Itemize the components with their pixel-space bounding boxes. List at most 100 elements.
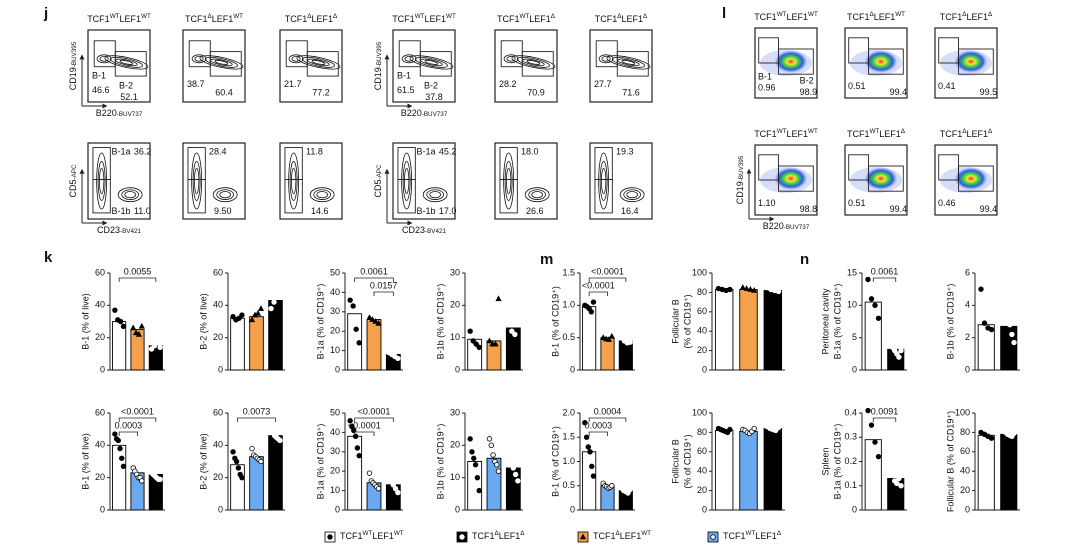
y-axis-label: (% of CD19⁺): [682, 434, 692, 488]
comparison-bracket: [872, 417, 897, 422]
bar: [1000, 433, 1018, 511]
contour: [601, 55, 611, 62]
gate-value: 28.4: [209, 146, 227, 156]
y-axis-label: CD5-APC: [373, 164, 383, 198]
bar: [600, 337, 615, 371]
data-point: [582, 420, 588, 426]
density: [954, 167, 987, 190]
y-tick-label: 20: [697, 485, 707, 495]
contour: [290, 167, 297, 194]
bar: [739, 289, 758, 371]
gate-value: 0.96: [758, 83, 776, 93]
data-point: [865, 276, 871, 283]
y-axis-label: B-2 (% of live): [198, 293, 208, 350]
text-part: TCF1: [940, 12, 963, 22]
density: [774, 50, 807, 73]
contour: [313, 189, 331, 200]
p-value: 0.0003: [585, 420, 613, 430]
gate-value: 21.7: [284, 79, 302, 89]
gate-value: 98.9: [800, 87, 818, 97]
data-point: [258, 458, 264, 465]
x-axis-label: B220-BUV737: [763, 221, 810, 231]
y-tick-label: 0: [702, 364, 707, 374]
plot-header: TCF1WTLEF1WT: [392, 13, 456, 24]
text-part: TCF1: [472, 531, 495, 541]
text-part: WT: [641, 530, 651, 537]
text-part: Δ: [520, 530, 525, 537]
contour: [503, 54, 519, 64]
data-point: [138, 322, 145, 329]
text-part: B220: [96, 108, 117, 118]
text-part: TCF1: [847, 12, 870, 22]
gate: [616, 51, 649, 77]
plot-header: TCF1WTLEF1Δ: [847, 128, 906, 139]
text-part: LEF1: [966, 129, 988, 139]
y-axis-label: B-1a (% of CD19⁺): [315, 424, 325, 500]
data-point: [775, 424, 782, 431]
gate-value: B-2: [119, 81, 133, 91]
gate-value: 60.4: [215, 88, 233, 98]
text-part: Δ: [333, 13, 338, 20]
contour: [99, 55, 109, 62]
comparison-bracket: [118, 417, 157, 422]
contour: [194, 55, 204, 62]
data-point: [356, 340, 362, 346]
gate-value: B-1: [92, 70, 106, 80]
y-tick-label: 0: [965, 364, 970, 374]
y-axis-label: Spleen: [820, 447, 830, 475]
y-tick-label: 60: [213, 267, 223, 277]
data-point: [868, 422, 875, 428]
data-point: [587, 449, 593, 455]
text-part: -BUV737: [784, 224, 810, 231]
plot-header: TCF1ΔLEF1Δ: [285, 13, 338, 24]
text-part: -BUV395: [738, 155, 745, 181]
text-part: WT: [110, 13, 120, 20]
data-point: [112, 307, 118, 313]
y-tick-label: 0: [852, 364, 857, 374]
gate-value: 17.0: [439, 206, 457, 216]
text-part: WT: [746, 530, 756, 537]
contour: [422, 187, 448, 203]
p-value: 0.0003: [115, 420, 143, 430]
data-point: [268, 305, 274, 312]
data-point: [508, 455, 514, 461]
y-tick-label: 0: [455, 504, 460, 514]
y-tick-label: 10: [847, 300, 857, 310]
text-part: TCF1: [87, 14, 110, 24]
bar: [467, 461, 483, 511]
gate-value: 52.1: [120, 92, 138, 102]
legend-label: TCF1WTLEF1Δ: [723, 530, 782, 541]
y-tick-label: 100: [955, 407, 970, 417]
y-tick-label: 60: [697, 306, 707, 316]
x-axis-label: B220-BUV737: [401, 108, 448, 118]
bar: [230, 317, 245, 371]
data-point: [356, 452, 362, 459]
plot-header: TCF1ΔLEF1Δ: [940, 128, 993, 139]
data-point: [978, 286, 984, 292]
y-tick-label: 10: [450, 472, 460, 482]
gate-value: 61.5: [397, 85, 415, 95]
y-tick-label: 80: [960, 427, 970, 437]
data-point: [579, 533, 587, 540]
y-tick-label: 1.0: [562, 456, 575, 466]
gate: [868, 48, 904, 75]
comparison-bracket: [118, 277, 157, 282]
data-point: [495, 468, 502, 474]
plot-header: TCF1WTLEF1Δ: [497, 13, 556, 24]
text-part: WT: [808, 11, 818, 18]
data-point: [271, 299, 277, 305]
gate-value: B-1b: [417, 206, 436, 216]
gate-value: 0.46: [938, 198, 956, 208]
comparison-bracket: [588, 417, 627, 422]
p-value: <0.0001: [582, 280, 615, 290]
contour: [528, 189, 546, 200]
y-tick-label: 6: [965, 267, 970, 277]
data-point: [589, 463, 595, 470]
text-part: CD19: [68, 67, 78, 90]
y-axis-label: CD19-BUV395: [373, 41, 383, 90]
text-part: WT: [141, 13, 151, 20]
contour: [621, 59, 636, 65]
legend-label: TCF1WTLEF1WT: [340, 530, 404, 541]
data-point: [117, 318, 124, 325]
